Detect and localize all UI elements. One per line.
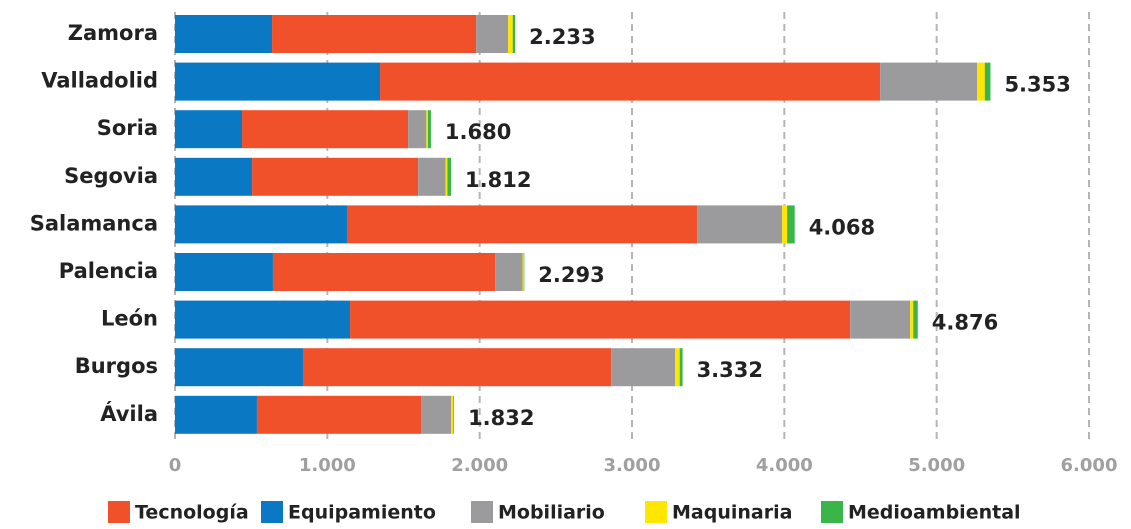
x-tick-label: 4.000 — [756, 455, 813, 476]
total-label: 1.680 — [445, 120, 511, 144]
total-label: 5.353 — [1004, 73, 1070, 97]
bar-segment — [302, 348, 612, 387]
bar-segment — [175, 110, 243, 149]
bar-segment — [252, 157, 419, 196]
category-label: Salamanca — [30, 211, 158, 235]
legend-swatch — [108, 501, 130, 523]
bar-segment — [175, 300, 351, 339]
total-label: 2.233 — [529, 25, 595, 49]
bar-segment — [697, 205, 783, 244]
legend-label: Tecnología — [135, 502, 249, 524]
bar-segment — [175, 395, 257, 434]
bar-segment — [272, 15, 477, 53]
bar-segment — [679, 348, 683, 387]
x-tick-label: 2.000 — [451, 455, 508, 476]
bar-segment — [175, 253, 273, 291]
legend-label: Mobiliario — [498, 502, 605, 524]
total-label: 1.832 — [468, 406, 534, 430]
bar-segment — [910, 300, 914, 339]
x-tick-label: 1.000 — [299, 455, 356, 476]
total-label: 2.293 — [538, 263, 604, 287]
category-label: Burgos — [75, 354, 158, 378]
total-label: 4.876 — [932, 311, 998, 335]
bar-segment — [523, 253, 525, 291]
category-label: León — [101, 307, 158, 331]
category-label: Soria — [97, 116, 158, 140]
bar-segment — [512, 15, 516, 53]
bar-segment — [850, 300, 911, 339]
category-label: Palencia — [59, 259, 158, 283]
bar-segment — [421, 395, 452, 434]
bar-segment — [611, 348, 676, 387]
bar-segment — [508, 15, 513, 53]
bar-segment — [175, 157, 253, 196]
bar-segment — [175, 348, 303, 387]
bar-segment — [453, 395, 455, 434]
total-label: 3.332 — [697, 358, 763, 382]
bar-segment — [880, 62, 978, 101]
bar-segment — [408, 110, 427, 149]
x-tick-label: 5.000 — [908, 455, 965, 476]
bar-segment — [350, 300, 851, 339]
bar-segment — [787, 205, 795, 244]
category-label: Valladolid — [41, 69, 158, 93]
bar-segment — [984, 62, 991, 101]
bar-segment — [913, 300, 918, 339]
bar-segment — [272, 253, 496, 291]
bar-segment — [346, 205, 698, 244]
bar-segment — [445, 157, 448, 196]
category-label: Zamora — [68, 21, 158, 45]
x-tick-label: 0 — [169, 455, 182, 476]
legend-swatch — [645, 501, 667, 523]
bar-segment — [380, 62, 881, 101]
bar-segment — [675, 348, 680, 387]
bar-segment — [175, 62, 381, 101]
bar-segment — [977, 62, 985, 101]
bar-segment — [426, 110, 428, 149]
bar-segment — [175, 205, 347, 244]
bar-segment — [427, 110, 431, 149]
bar-segment — [495, 253, 523, 291]
category-label: Segovia — [64, 164, 158, 188]
bar-segment — [242, 110, 409, 149]
legend-swatch — [471, 501, 493, 523]
bar-segment — [175, 15, 273, 53]
category-label: Ávila — [100, 401, 158, 426]
bar-segment — [256, 395, 422, 434]
bar-segment — [451, 395, 454, 434]
legend-label: Equipamiento — [288, 502, 436, 524]
total-label: 1.812 — [465, 168, 531, 192]
legend-label: Maquinaria — [672, 502, 792, 524]
x-tick-label: 3.000 — [604, 455, 661, 476]
legend-label: Medioambiental — [848, 502, 1021, 524]
bar-segment — [522, 253, 524, 291]
bar-segment — [476, 15, 509, 53]
bar-segment — [447, 157, 452, 196]
total-label: 4.068 — [809, 215, 875, 239]
x-tick-label: 6.000 — [1061, 455, 1118, 476]
bar-segment — [782, 205, 788, 244]
legend-swatch — [261, 501, 283, 523]
legend-swatch — [821, 501, 843, 523]
bar-segment — [418, 157, 446, 196]
